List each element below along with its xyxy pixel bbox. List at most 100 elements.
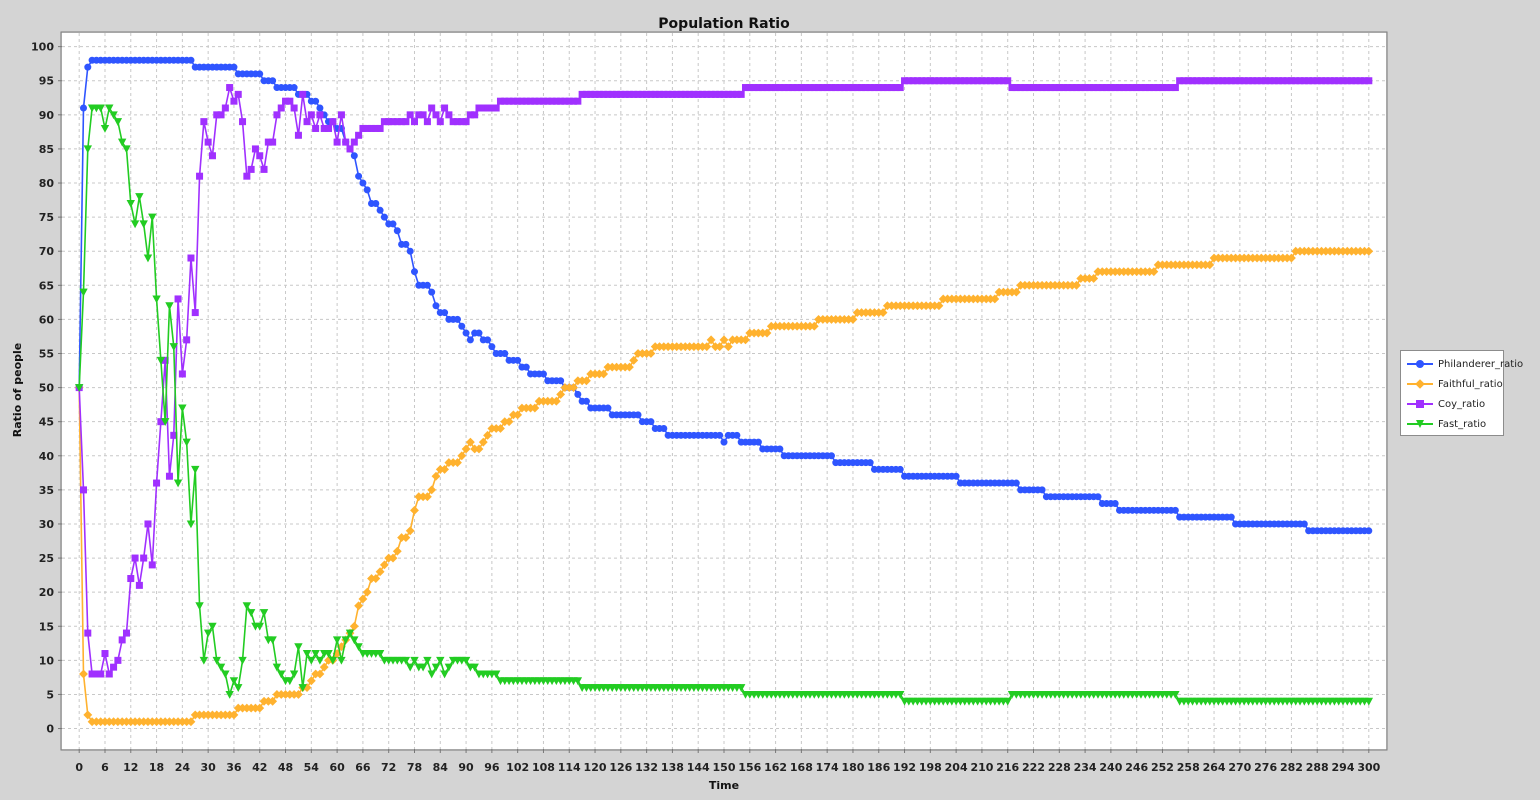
data-point-faithful — [294, 690, 303, 699]
data-point-coy — [174, 295, 182, 303]
data-point-philanderer — [776, 445, 784, 453]
x-tick-label: 132 — [635, 761, 658, 774]
x-tick-label: 24 — [175, 761, 191, 774]
data-point-fast — [203, 629, 213, 638]
data-point-fast — [208, 622, 217, 631]
data-point-fast — [152, 295, 161, 304]
data-point-philanderer — [1171, 506, 1179, 514]
data-point-fast — [470, 663, 479, 672]
data-point-philanderer — [733, 431, 741, 439]
data-point-coy — [277, 104, 285, 112]
data-point-fast — [126, 199, 135, 208]
data-point-philanderer — [380, 213, 388, 221]
data-point-faithful — [375, 567, 385, 577]
data-point-coy — [325, 124, 333, 132]
x-tick-label: 54 — [304, 761, 320, 774]
data-point-faithful — [715, 342, 725, 352]
data-point-fast — [83, 145, 92, 154]
data-point-fast — [418, 663, 428, 672]
data-point-coy — [239, 118, 247, 126]
data-point-philanderer — [488, 343, 496, 351]
data-point-philanderer — [716, 431, 724, 439]
data-point-coy — [191, 309, 199, 317]
data-point-coy — [243, 172, 251, 180]
series-fast-ratio — [74, 104, 1374, 706]
data-point-coy — [333, 138, 341, 146]
x-tick-label: 60 — [329, 761, 345, 774]
data-point-philanderer — [720, 438, 728, 446]
data-point-coy — [140, 554, 148, 562]
data-point-faithful — [410, 505, 419, 515]
legend-item-philanderer: Philanderer_ratio — [1407, 357, 1523, 371]
x-tick-label: 234 — [1074, 761, 1097, 774]
x-tick-label: 216 — [996, 761, 1019, 774]
data-point-coy — [144, 520, 152, 528]
data-point-fast — [186, 520, 196, 529]
data-point-philanderer — [539, 370, 547, 378]
data-point-philanderer — [660, 425, 668, 433]
data-point-fast — [375, 650, 385, 658]
x-tick-label: 12 — [123, 761, 138, 774]
series-layer — [74, 56, 1374, 727]
data-point-faithful — [1287, 253, 1296, 263]
data-point-philanderer — [406, 247, 414, 255]
data-point-faithful — [405, 526, 415, 536]
data-point-faithful — [556, 389, 566, 399]
x-tick-label: 180 — [841, 761, 864, 774]
data-point-coy — [135, 581, 143, 589]
data-point-philanderer — [604, 404, 612, 412]
data-point-fast — [74, 384, 84, 392]
data-point-faithful — [392, 546, 402, 556]
data-point-coy — [737, 90, 745, 98]
x-tick-label: 6 — [101, 761, 109, 774]
data-point-fast — [440, 670, 449, 679]
data-point-philanderer — [582, 397, 590, 405]
circle-marker-icon — [1407, 358, 1433, 370]
data-point-faithful — [629, 355, 639, 365]
data-point-fast — [143, 254, 153, 263]
data-point-coy — [273, 111, 281, 119]
data-point-faithful — [723, 342, 733, 352]
y-tick-label: 50 — [39, 382, 55, 395]
x-tick-label: 120 — [584, 761, 607, 774]
x-tick-label: 276 — [1254, 761, 1277, 774]
legend-item-coy: Coy_ratio — [1407, 397, 1485, 411]
data-point-fast — [461, 656, 471, 665]
data-point-fast — [234, 684, 243, 692]
x-tick-label: 174 — [816, 761, 839, 774]
data-point-fast — [195, 602, 204, 611]
data-point-fast — [298, 684, 307, 692]
legend-item-faithful: Faithful_ratio — [1407, 377, 1503, 391]
x-tick-label: 42 — [252, 761, 267, 774]
data-point-fast — [444, 663, 454, 672]
x-axis-label: Time — [709, 779, 739, 792]
y-tick-label: 0 — [46, 723, 54, 736]
x-tick-label: 294 — [1332, 761, 1355, 774]
data-point-fast — [199, 656, 209, 665]
data-point-fast — [311, 650, 320, 658]
data-point-faithful — [1072, 280, 1081, 290]
data-point-coy — [428, 104, 436, 112]
x-tick-label: 150 — [713, 761, 736, 774]
x-tick-label: 18 — [149, 761, 164, 774]
legend: Philanderer_ratio Faithful_ratio Coy_rat… — [1400, 350, 1523, 436]
data-point-philanderer — [410, 268, 418, 276]
data-point-coy — [307, 111, 315, 119]
data-point-faithful — [440, 464, 450, 474]
x-tick-label: 246 — [1125, 761, 1148, 774]
data-point-philanderer — [634, 411, 642, 419]
data-point-philanderer — [84, 63, 92, 71]
data-point-faithful — [422, 492, 432, 502]
data-point-faithful — [934, 301, 944, 311]
data-point-coy — [131, 554, 139, 562]
data-point-fast — [285, 677, 295, 686]
x-tick-label: 186 — [867, 761, 890, 774]
data-point-fast — [135, 193, 144, 201]
data-point-faithful — [306, 676, 316, 686]
data-point-faithful — [702, 342, 712, 352]
x-tick-label: 126 — [609, 761, 632, 774]
data-point-coy — [118, 636, 126, 644]
data-point-philanderer — [475, 329, 483, 337]
data-point-fast — [427, 670, 436, 679]
x-tick-label: 90 — [458, 761, 474, 774]
